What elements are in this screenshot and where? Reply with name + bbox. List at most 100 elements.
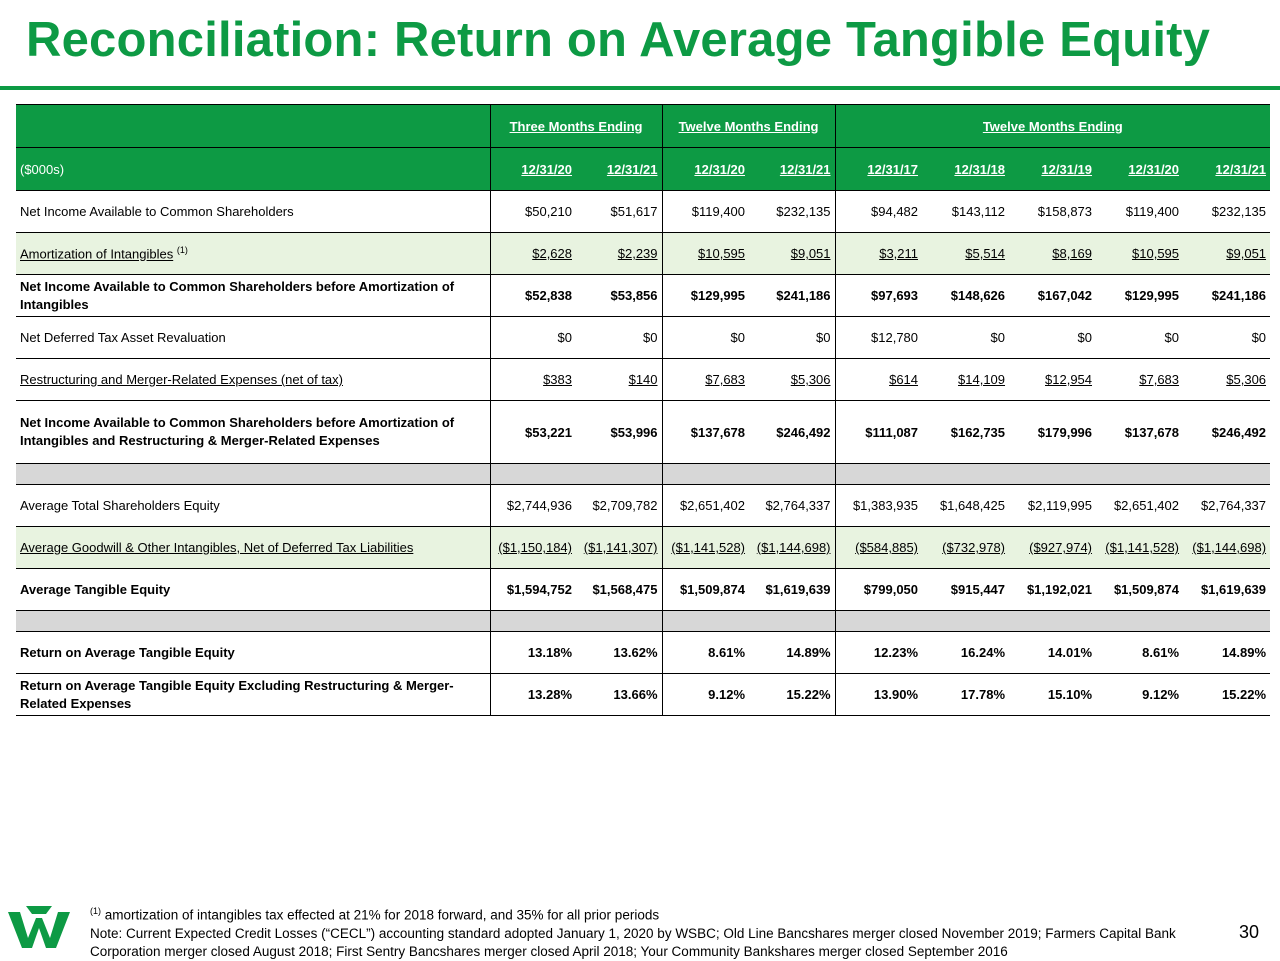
value-cell: $0 xyxy=(749,316,836,359)
value-cell: $0 xyxy=(922,316,1010,359)
value-cell: $2,651,402 xyxy=(1096,484,1184,527)
value-cell: $0 xyxy=(576,316,663,359)
value-cell: ($1,144,698) xyxy=(1183,526,1271,569)
value-cell: $167,042 xyxy=(1009,274,1097,317)
value-cell: $129,995 xyxy=(1096,274,1184,317)
value-cell: $143,112 xyxy=(922,190,1010,233)
value-cell: 14.89% xyxy=(1183,631,1271,674)
value-cell: 15.10% xyxy=(1009,673,1097,716)
period-header: 12/31/17 xyxy=(834,147,923,191)
value-cell: 8.61% xyxy=(1096,631,1184,674)
spacer-row xyxy=(16,463,1271,485)
value-cell: $2,651,402 xyxy=(661,484,750,527)
value-cell: $0 xyxy=(661,316,750,359)
value-cell: $137,678 xyxy=(1096,400,1184,464)
value-cell: 9.12% xyxy=(661,673,750,716)
period-header: 12/31/18 xyxy=(922,147,1010,191)
value-cell: $53,996 xyxy=(576,400,663,464)
value-cell: 15.22% xyxy=(749,673,836,716)
header-period-row: ($000s) 12/31/20 12/31/21 12/31/20 12/31… xyxy=(16,147,1271,191)
value-cell: $140 xyxy=(576,358,663,401)
header-group-twelve-months-annual: Twelve Months Ending xyxy=(834,104,1271,148)
value-cell: $915,447 xyxy=(922,568,1010,611)
value-cell: $2,764,337 xyxy=(1183,484,1271,527)
value-cell: $8,169 xyxy=(1009,232,1097,275)
period-header: 12/31/21 xyxy=(1183,147,1271,191)
title-divider xyxy=(0,86,1280,90)
value-cell: 12.23% xyxy=(834,631,923,674)
value-cell: $1,648,425 xyxy=(922,484,1010,527)
value-cell: $2,239 xyxy=(576,232,663,275)
header-group-three-months: Three Months Ending xyxy=(489,104,663,148)
row-dta-revaluation: Net Deferred Tax Asset Revaluation $0 $0 $… xyxy=(16,316,1271,359)
value-cell: $383 xyxy=(489,358,576,401)
value-cell: $0 xyxy=(1096,316,1184,359)
value-cell: $241,186 xyxy=(749,274,836,317)
row-net-income-before-amortization: Net Income Available to Common Sharehold… xyxy=(16,274,1271,317)
wesbanco-w-logo-icon xyxy=(8,906,70,948)
value-cell: $119,400 xyxy=(1096,190,1184,233)
row-average-tangible-equity: Average Tangible Equity $1,594,752 $1,568… xyxy=(16,568,1271,611)
page-title: Reconciliation: Return on Average Tangib… xyxy=(26,13,1211,67)
value-cell: $246,492 xyxy=(749,400,836,464)
value-cell: 13.62% xyxy=(576,631,663,674)
value-cell: $10,595 xyxy=(1096,232,1184,275)
value-cell: $3,211 xyxy=(834,232,923,275)
value-cell: $137,678 xyxy=(661,400,750,464)
period-header: 12/31/20 xyxy=(661,147,750,191)
row-average-goodwill: Average Goodwill & Other Intangibles, Ne… xyxy=(16,526,1271,569)
value-cell: $614 xyxy=(834,358,923,401)
row-net-income: Net Income Available to Common Sharehold… xyxy=(16,190,1271,233)
footnote-text: amortization of intangibles tax effected… xyxy=(104,907,660,923)
value-cell: ($927,974) xyxy=(1009,526,1097,569)
value-cell: 9.12% xyxy=(1096,673,1184,716)
note-text: Note: Current Expected Credit Losses (“C… xyxy=(90,925,1176,959)
value-cell: $12,954 xyxy=(1009,358,1097,401)
value-cell: $52,838 xyxy=(489,274,576,317)
value-cell: $7,683 xyxy=(1096,358,1184,401)
period-header: 12/31/21 xyxy=(749,147,836,191)
row-label: Restructuring and Merger-Related Expense… xyxy=(16,358,490,401)
value-cell: $1,509,874 xyxy=(661,568,750,611)
value-cell: 17.78% xyxy=(922,673,1010,716)
value-cell: 8.61% xyxy=(661,631,750,674)
value-cell: $1,619,639 xyxy=(1183,568,1271,611)
period-header: 12/31/20 xyxy=(489,147,576,191)
spacer-row xyxy=(16,610,1271,632)
value-cell: $2,628 xyxy=(489,232,576,275)
row-label: Average Goodwill & Other Intangibles, Ne… xyxy=(16,526,490,569)
value-cell: $1,568,475 xyxy=(576,568,663,611)
value-cell: $2,119,995 xyxy=(1009,484,1097,527)
footnote-marker: (1) xyxy=(176,245,188,256)
row-label: Net Income Available to Common Sharehold… xyxy=(16,190,490,233)
row-label: Net Income Available to Common Sharehold… xyxy=(16,274,490,317)
row-net-income-before-amortization-restructuring: Net Income Available to Common Sharehold… xyxy=(16,400,1271,464)
value-cell: $179,996 xyxy=(1009,400,1097,464)
value-cell: ($1,141,528) xyxy=(661,526,750,569)
value-cell: $799,050 xyxy=(834,568,923,611)
value-cell: 16.24% xyxy=(922,631,1010,674)
value-cell: $2,709,782 xyxy=(576,484,663,527)
period-header: 12/31/21 xyxy=(576,147,663,191)
reconciliation-table: Three Months Ending Twelve Months Ending… xyxy=(16,104,1271,716)
value-cell: $5,306 xyxy=(749,358,836,401)
value-cell: $129,995 xyxy=(661,274,750,317)
period-header: 12/31/19 xyxy=(1009,147,1097,191)
value-cell: $1,594,752 xyxy=(489,568,576,611)
row-label: Return on Average Tangible Equity Exclud… xyxy=(16,673,490,716)
header-blank xyxy=(16,104,490,148)
value-cell: 13.28% xyxy=(489,673,576,716)
period-header: 12/31/20 xyxy=(1096,147,1184,191)
value-cell: $1,509,874 xyxy=(1096,568,1184,611)
value-cell: $1,383,935 xyxy=(834,484,923,527)
row-rote-excluding-restructuring: Return on Average Tangible Equity Exclud… xyxy=(16,673,1271,716)
value-cell: 14.89% xyxy=(749,631,836,674)
page-number: 30 xyxy=(1239,922,1260,942)
value-cell: $50,210 xyxy=(489,190,576,233)
row-label: Average Total Shareholders Equity xyxy=(16,484,490,527)
value-cell: $1,192,021 xyxy=(1009,568,1097,611)
value-cell: 13.90% xyxy=(834,673,923,716)
footnote: (1) amortization of intangibles tax effe… xyxy=(90,902,1210,925)
value-cell: $148,626 xyxy=(922,274,1010,317)
value-cell: $162,735 xyxy=(922,400,1010,464)
